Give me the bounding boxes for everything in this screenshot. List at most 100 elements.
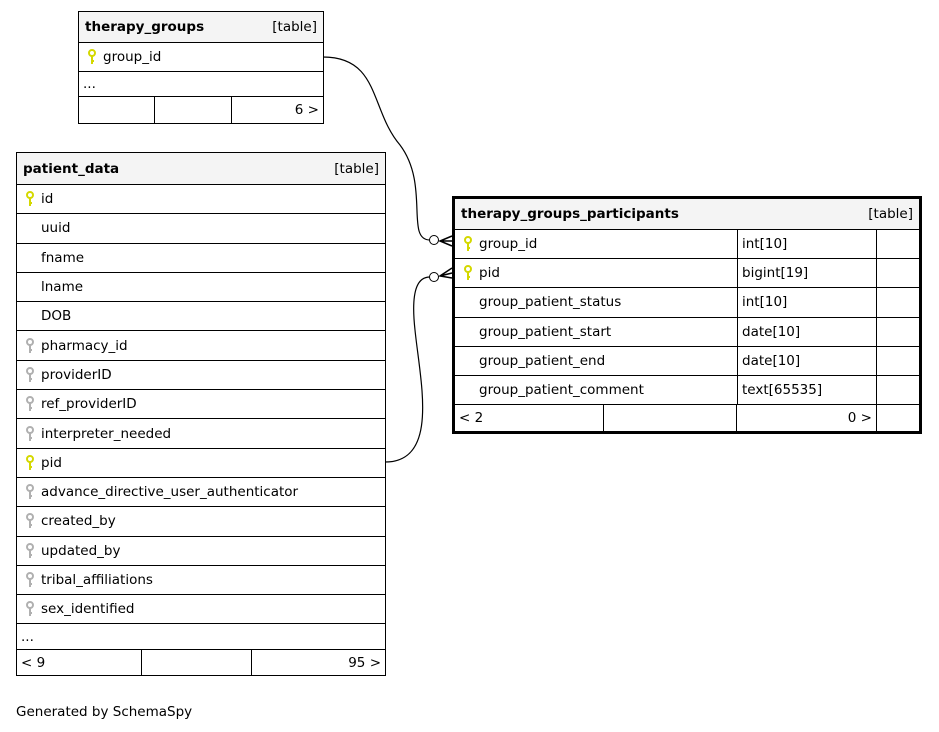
column-row[interactable]: lname [17,273,385,303]
column-row[interactable]: created_by [17,507,385,537]
column-row[interactable]: group_id int[10] [455,230,919,260]
column-type: bigint[19] [742,265,809,282]
foreign-key-icon [19,572,41,588]
table-footer: < 9 95 > [17,650,385,677]
column-name: sex_identified [41,601,135,618]
children-count[interactable]: 0 > [847,410,872,427]
table-patient-data[interactable]: patient_data [table] id uuid fname lname DOB ph… [16,152,386,677]
table-kind: [table] [868,206,913,222]
column-name: DOB [41,308,72,325]
table-header[interactable]: therapy_groups_participants [table] [455,199,919,230]
column-name: uuid [41,220,71,237]
table-therapy-groups[interactable]: therapy_groups [table] group_id... 6 > [78,11,324,124]
column-row[interactable]: fname [17,244,385,273]
zero-many-marker [429,235,439,245]
column-name: pharmacy_id [41,337,128,354]
zero-many-marker [429,272,439,282]
column-name: group_patient_start [479,323,612,340]
table-name: therapy_groups_participants [461,206,679,222]
column-row[interactable]: group_id [79,43,323,72]
generated-by-credit: Generated by SchemaSpy [16,704,193,720]
foreign-key-icon [19,425,41,442]
column-row[interactable]: sex_identified [17,595,385,625]
edge-patient-data-to-participants [384,276,431,463]
primary-key-icon [19,191,41,207]
foreign-key-icon [19,601,41,617]
table-footer: 6 > [79,97,323,123]
column-name: fname [41,249,85,266]
column-row[interactable]: DOB [17,302,385,332]
column-name: providerID [41,366,112,383]
table-name: therapy_groups [85,19,205,35]
column-row[interactable]: group_patient_end date[10] [455,346,919,376]
column-row[interactable]: ref_providerID [17,390,385,420]
column-type: text[65535] [742,382,823,399]
table-kind: [table] [272,19,317,35]
edge-therapy-groups-to-participants [322,56,431,241]
column-row[interactable]: group_patient_comment text[65535] [455,375,919,406]
foreign-key-icon [19,366,41,383]
foreign-key-icon [19,484,41,500]
crowfoot-marker [438,235,453,247]
column-row[interactable]: pid bigint[19] [455,259,919,289]
ellipsis: ... [83,76,96,92]
column-type: int[10] [742,236,788,253]
primary-key-icon [81,49,103,65]
primary-key-icon [457,236,479,252]
children-count[interactable]: 95 > [348,655,381,672]
foreign-key-icon [19,337,41,354]
parents-count[interactable] [79,97,155,123]
column-type: date[10] [742,352,801,369]
table-header[interactable]: patient_data [table] [17,153,385,185]
column-row[interactable]: group_patient_status int[10] [455,288,919,318]
column-name: pid [479,265,500,282]
column-type: date[10] [742,323,801,340]
parents-count[interactable]: < 2 [455,405,604,432]
table-therapy-groups-participants[interactable]: therapy_groups_participants [table] group_… [452,196,922,434]
column-row[interactable]: pid [17,449,385,478]
column-name: interpreter_needed [41,425,172,442]
children-count[interactable]: 6 > [294,102,319,118]
column-row[interactable]: providerID [17,361,385,391]
column-name: group_patient_comment [479,382,644,399]
column-row[interactable]: updated_by [17,537,385,566]
column-row[interactable]: id [17,185,385,215]
table-header[interactable]: therapy_groups [table] [79,12,323,43]
primary-key-icon [19,454,41,471]
column-row[interactable]: group_patient_start date[10] [455,317,919,347]
column-name: updated_by [41,542,121,559]
foreign-key-icon [19,396,41,412]
column-name: advance_directive_user_authenticator [41,484,299,501]
column-name: id [41,191,54,208]
column-name: created_by [41,513,116,530]
column-row[interactable]: pharmacy_id [17,331,385,361]
table-footer: < 2 0 > [455,405,877,432]
more-columns[interactable]: ... [79,72,323,97]
column-name: lname [41,279,84,296]
primary-key-icon [457,265,479,281]
column-name: group_id [103,49,162,65]
column-name: group_id [479,236,538,253]
ellipsis: ... [21,628,34,645]
footer-cell [142,650,252,677]
column-row[interactable]: uuid [17,214,385,244]
column-type: int[10] [742,294,788,311]
column-name: group_patient_end [479,352,606,369]
column-name: pid [41,454,62,471]
column-row[interactable]: advance_directive_user_authenticator [17,478,385,508]
table-kind: [table] [334,160,379,177]
parents-count[interactable]: < 9 [17,650,142,677]
more-columns[interactable]: ... [17,624,385,651]
column-row[interactable]: interpreter_needed [17,419,385,449]
foreign-key-icon [19,513,41,529]
footer-cell [604,405,738,432]
column-name: tribal_affiliations [41,572,153,588]
crowfoot-marker [438,267,453,279]
footer-cell [155,97,232,123]
table-name: patient_data [23,160,120,177]
column-name: group_patient_status [479,294,622,311]
foreign-key-icon [19,542,41,559]
column-row[interactable]: tribal_affiliations [17,566,385,596]
column-name: ref_providerID [41,396,137,413]
